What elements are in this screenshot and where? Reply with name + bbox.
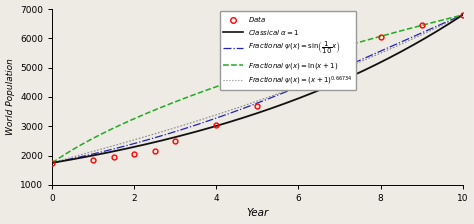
X-axis label: Year: Year	[246, 209, 269, 218]
Legend: $\it{Data}$, $\it{Classical}\ \alpha=1$, $\it{Fractional}\ \psi(x)=\sin\!\left(\: $\it{Data}$, $\it{Classical}\ \alpha=1$,…	[220, 11, 356, 90]
Y-axis label: World Population: World Population	[6, 58, 15, 135]
